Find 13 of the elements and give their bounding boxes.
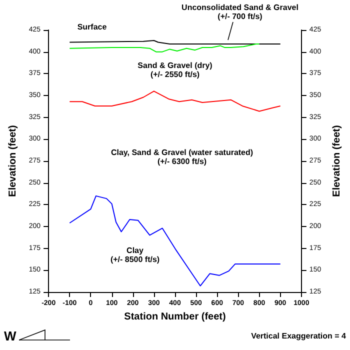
annotation: Clay, Sand & Gravel (water saturated) (+/- 6300 ft/s) (110, 148, 254, 166)
annotation: Surface (77, 22, 108, 32)
line-series (69, 43, 260, 52)
y2-axis-title: Elevation (feet) (332, 125, 342, 197)
text: Unconsolidated Sand & Gravel (+/- 700 ft/s) (182, 3, 298, 21)
line-series (69, 90, 281, 112)
x-axis-title: Station Number (feet) (124, 311, 226, 322)
annotation: Sand & Gravel (dry) (+/- 2550 ft/s) (138, 61, 213, 79)
annotation: Clay (+/- 8500 ft/s) (110, 246, 160, 264)
text: Vertical Exaggeration = 4 (251, 332, 347, 340)
y-axis-title: Elevation (feet) (8, 125, 18, 197)
text: W (4, 328, 17, 344)
line-series (69, 195, 281, 286)
